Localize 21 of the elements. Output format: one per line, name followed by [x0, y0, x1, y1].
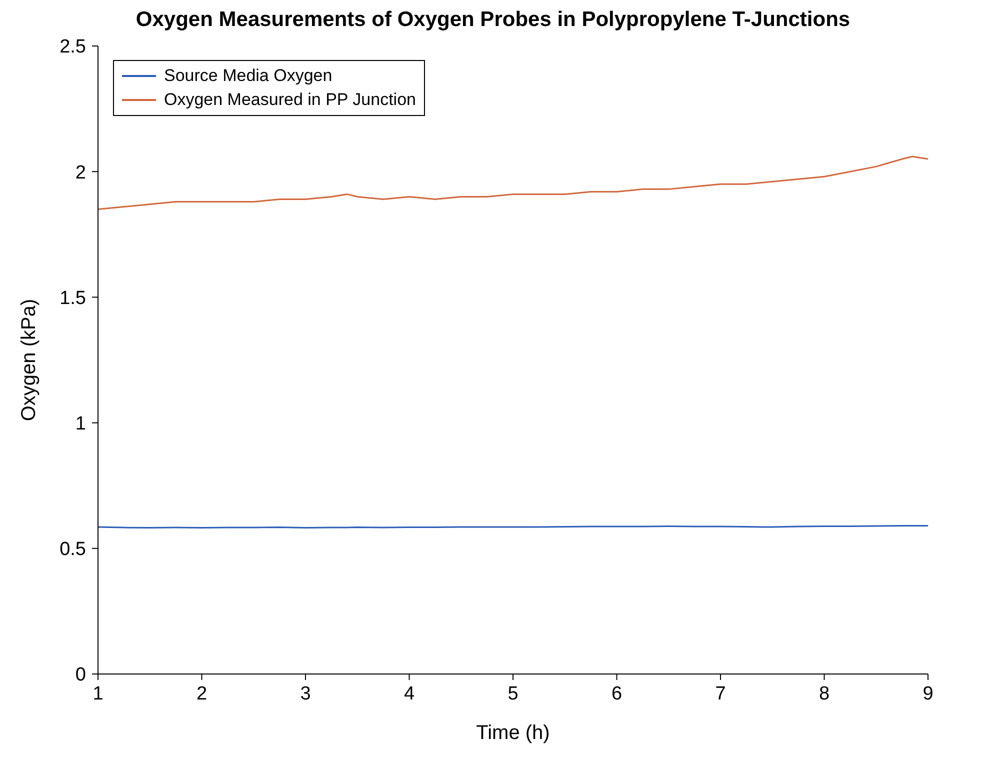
x-tick-label: 6: [611, 683, 622, 704]
x-tick-label: 9: [922, 683, 934, 704]
y-tick-label: 2.5: [60, 36, 86, 58]
x-tick-label: 7: [715, 683, 726, 704]
legend-label: Source Media Oxygen: [164, 65, 332, 87]
x-tick-label: 8: [818, 683, 830, 704]
legend-label: Oxygen Measured in PP Junction: [164, 89, 416, 111]
x-tick-label: 5: [508, 683, 518, 704]
line-series: [98, 156, 928, 210]
y-tick-label: 0.5: [60, 539, 86, 560]
x-tick-label: 2: [196, 683, 208, 704]
x-tick-label: 3: [300, 683, 311, 704]
chart-title: Oxygen Measurements of Oxygen Probes in Polypropylene T-Junctions: [134, 8, 852, 32]
y-tick-label: 2: [75, 162, 86, 184]
x-axis-title: Time (h): [476, 722, 550, 744]
y-tick-label: 1: [75, 414, 86, 435]
y-axis-title: Oxygen (kPa): [18, 298, 40, 422]
y-tick-label: 0: [75, 664, 86, 686]
x-tick-label: 4: [404, 683, 415, 704]
x-tick-label: 1: [92, 683, 104, 704]
y-tick-label: 1.5: [60, 288, 86, 309]
